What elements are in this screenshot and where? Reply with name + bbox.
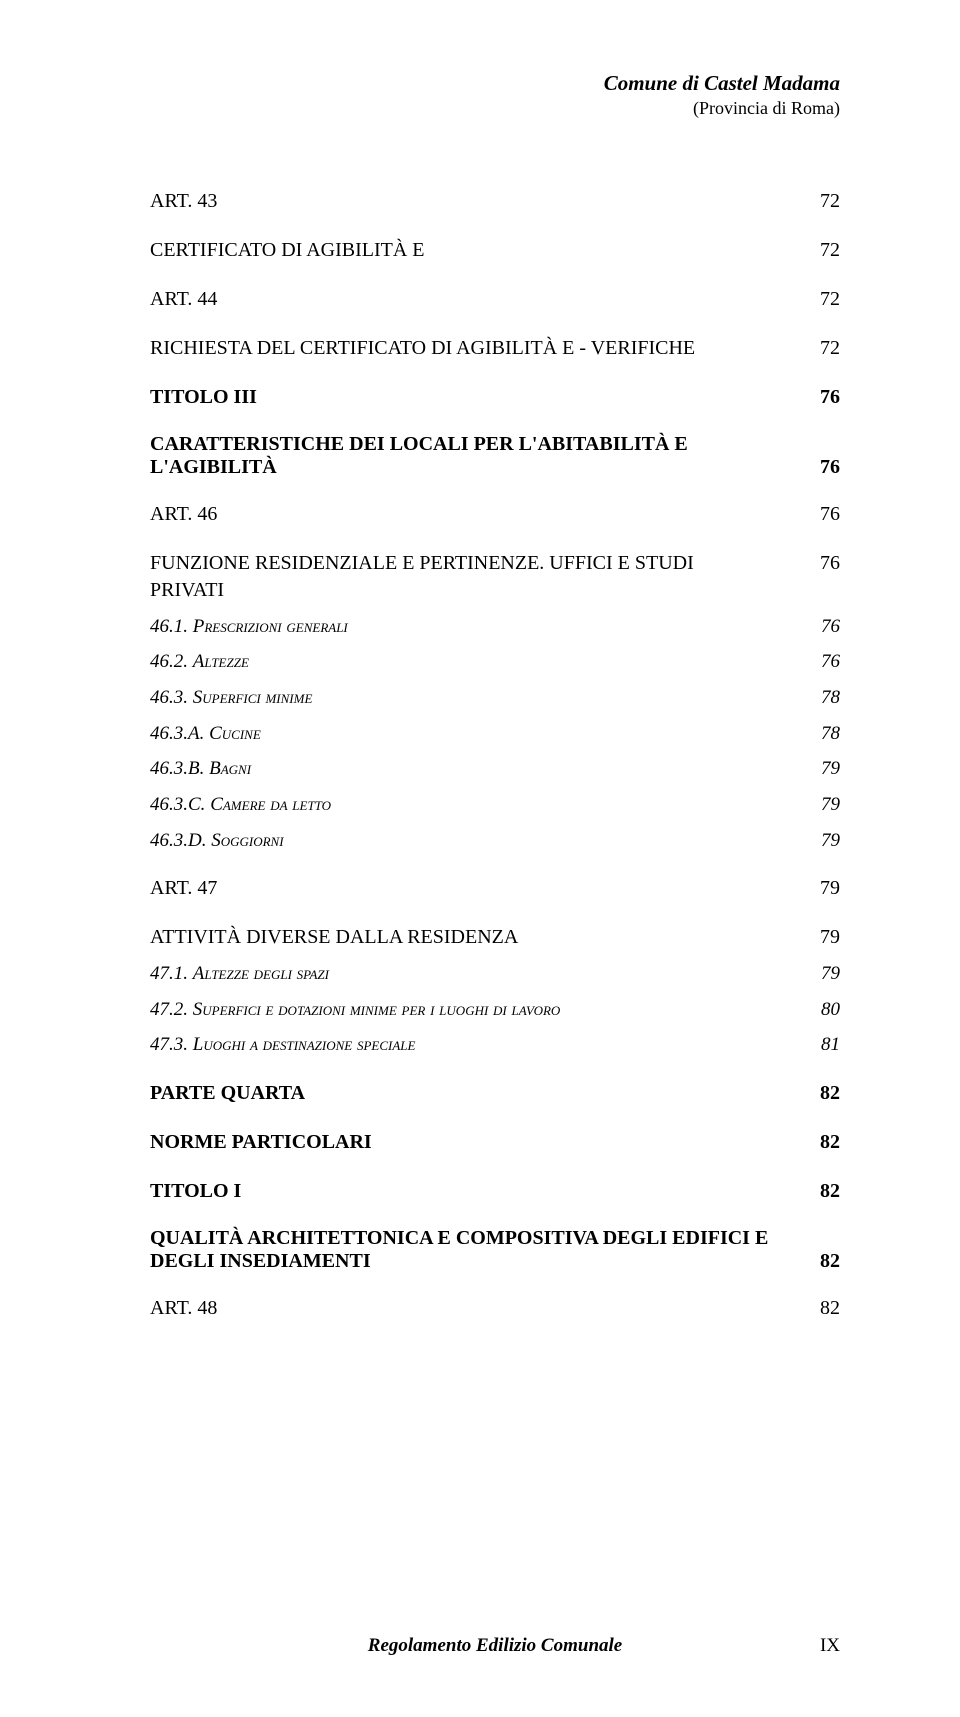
toc-label: 46.3.B. Bagni: [150, 756, 790, 782]
toc-entry: 47.2. Superfici e dotazioni minime per i…: [150, 997, 840, 1023]
toc-label: CERTIFICATO DI AGIBILITÀ E: [150, 237, 790, 264]
header-title: Comune di Castel Madama: [150, 70, 840, 97]
toc-page: 76: [790, 614, 840, 640]
toc-page: 81: [790, 1032, 840, 1058]
toc-page: 76: [790, 456, 840, 479]
toc-entry: PARTE QUARTA82: [150, 1080, 840, 1107]
footer-page-number: IX: [820, 1635, 840, 1657]
toc-label: L'AGIBILITÀ: [150, 456, 790, 479]
toc-page: 82: [790, 1250, 840, 1273]
toc-entry: ART. 4779: [150, 875, 840, 902]
toc-label: NORME PARTICOLARI: [150, 1129, 790, 1156]
toc-entry: 46.3.A. Cucine78: [150, 721, 840, 747]
toc-entry: ART. 4676: [150, 501, 840, 528]
toc-entry: 46.1. Prescrizioni generali76: [150, 614, 840, 640]
toc-entry: QUALITÀ ARCHITETTONICA E COMPOSITIVA DEG…: [150, 1227, 840, 1273]
toc-label: CARATTERISTICHE DEI LOCALI PER L'ABITABI…: [150, 433, 840, 456]
toc-label: TITOLO III: [150, 384, 790, 411]
toc-page: 76: [790, 501, 840, 528]
toc-entry: ART. 4882: [150, 1295, 840, 1322]
toc-entry: TITOLO I82: [150, 1178, 840, 1205]
toc-entry: ART. 4472: [150, 286, 840, 313]
toc-entry: ATTIVITÀ DIVERSE DALLA RESIDENZA79: [150, 924, 840, 951]
toc-label: 47.2. Superfici e dotazioni minime per i…: [150, 997, 790, 1023]
toc-label: DEGLI INSEDIAMENTI: [150, 1250, 790, 1273]
toc-page: 80: [790, 997, 840, 1023]
toc-page: 79: [790, 875, 840, 902]
toc-entry: CARATTERISTICHE DEI LOCALI PER L'ABITABI…: [150, 433, 840, 479]
toc-label: 46.3.C. Camere da letto: [150, 792, 790, 818]
table-of-contents: ART. 4372CERTIFICATO DI AGIBILITÀ E72ART…: [150, 166, 840, 1322]
toc-label: 46.3.D. Soggiorni: [150, 828, 790, 854]
toc-page: 76: [790, 649, 840, 675]
toc-entry: 46.3.B. Bagni79: [150, 756, 840, 782]
toc-entry: TITOLO III76: [150, 384, 840, 411]
toc-entry: 46.2. Altezze76: [150, 649, 840, 675]
toc-page: 76: [790, 384, 840, 411]
footer-title: Regolamento Edilizio Comunale: [368, 1635, 622, 1657]
toc-page: 82: [790, 1080, 840, 1107]
document-header: Comune di Castel Madama (Provincia di Ro…: [150, 70, 840, 121]
toc-entry: 46.3.D. Soggiorni79: [150, 828, 840, 854]
toc-page: 72: [790, 188, 840, 215]
toc-page: 79: [790, 961, 840, 987]
header-subtitle: (Provincia di Roma): [150, 97, 840, 120]
toc-label: ATTIVITÀ DIVERSE DALLA RESIDENZA: [150, 924, 790, 951]
toc-label: ART. 48: [150, 1295, 790, 1322]
toc-page: 79: [790, 756, 840, 782]
toc-label: 46.2. Altezze: [150, 649, 790, 675]
toc-entry: RICHIESTA DEL CERTIFICATO DI AGIBILITÀ E…: [150, 335, 840, 362]
toc-page: 79: [790, 924, 840, 951]
toc-page: 72: [790, 335, 840, 362]
toc-entry: 47.3. Luoghi a destinazione speciale81: [150, 1032, 840, 1058]
toc-page: 72: [790, 286, 840, 313]
toc-entry: ART. 4372: [150, 188, 840, 215]
toc-label: ART. 46: [150, 501, 790, 528]
toc-entry: FUNZIONE RESIDENZIALE E PERTINENZE. UFFI…: [150, 550, 840, 604]
document-footer: Regolamento Edilizio Comunale IX: [150, 1635, 840, 1657]
toc-label: QUALITÀ ARCHITETTONICA E COMPOSITIVA DEG…: [150, 1227, 840, 1250]
toc-label: ART. 43: [150, 188, 790, 215]
toc-entry: 46.3.C. Camere da letto79: [150, 792, 840, 818]
toc-entry: 47.1. Altezze degli spazi79: [150, 961, 840, 987]
toc-page: 79: [790, 828, 840, 854]
toc-label: 47.1. Altezze degli spazi: [150, 961, 790, 987]
toc-page: 78: [790, 685, 840, 711]
toc-page: 82: [790, 1295, 840, 1322]
toc-label: FUNZIONE RESIDENZIALE E PERTINENZE. UFFI…: [150, 550, 790, 604]
toc-label: PARTE QUARTA: [150, 1080, 790, 1107]
toc-page: 72: [790, 237, 840, 264]
toc-label: 46.3.A. Cucine: [150, 721, 790, 747]
toc-label: TITOLO I: [150, 1178, 790, 1205]
toc-label: 47.3. Luoghi a destinazione speciale: [150, 1032, 790, 1058]
toc-page: 82: [790, 1178, 840, 1205]
toc-page: 78: [790, 721, 840, 747]
toc-entry: CERTIFICATO DI AGIBILITÀ E72: [150, 237, 840, 264]
toc-label: RICHIESTA DEL CERTIFICATO DI AGIBILITÀ E…: [150, 335, 790, 362]
toc-label: 46.1. Prescrizioni generali: [150, 614, 790, 640]
toc-page: 82: [790, 1129, 840, 1156]
toc-label: ART. 47: [150, 875, 790, 902]
toc-page: 76: [790, 550, 840, 577]
toc-label: 46.3. Superfici minime: [150, 685, 790, 711]
toc-page: 79: [790, 792, 840, 818]
toc-entry: NORME PARTICOLARI82: [150, 1129, 840, 1156]
toc-label: ART. 44: [150, 286, 790, 313]
toc-entry: 46.3. Superfici minime78: [150, 685, 840, 711]
